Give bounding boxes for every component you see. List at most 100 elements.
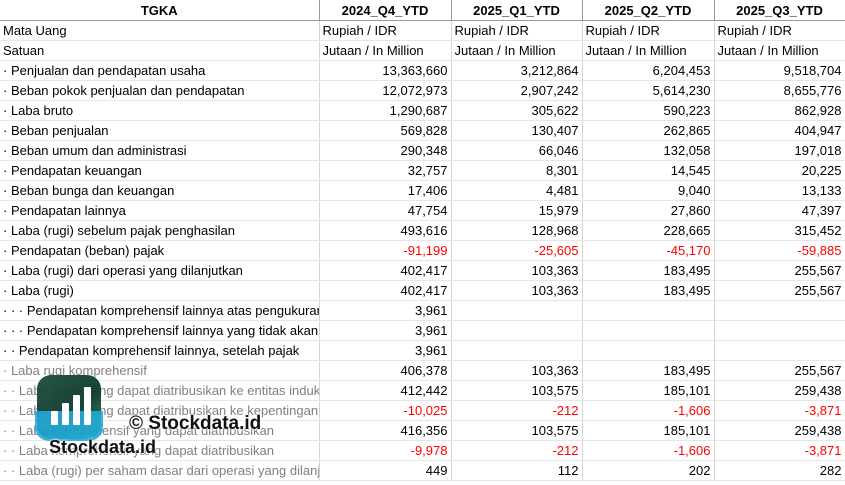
cell-value: 20,225 [714,160,845,181]
row-label: · Laba (rugi) sebelum pajak penghasilan [0,220,320,241]
cell-value: 228,665 [582,220,715,241]
cell-value: 103,363 [451,280,583,301]
cell-value: Rupiah / IDR [319,20,452,41]
table-row: · · Laba komprehensif yang dapat diatrib… [0,420,845,441]
cell-value: 47,397 [714,200,845,221]
cell-value: 3,961 [319,300,452,321]
header-period: 2025_Q3_YTD [714,0,845,21]
cell-value: 259,438 [714,380,845,401]
header-row: TGKA 2024_Q4_YTD 2025_Q1_YTD 2025_Q2_YTD… [0,0,845,21]
cell-value: Jutaan / In Million [582,40,715,61]
row-label: · · Laba (rugi) yang dapat diatribusikan… [0,380,320,401]
cell-value: 128,968 [451,220,583,241]
cell-value: 290,348 [319,140,452,161]
cell-value: 130,407 [451,120,583,141]
table-row: · Penjualan dan pendapatan usaha 13,363,6… [0,60,845,81]
cell-value: -10,025 [319,400,452,421]
table-row: · Pendapatan lainnya 47,754 15,979 27,860 47… [0,200,845,221]
table-row: · Laba (rugi) sebelum pajak penghasilan 4… [0,220,845,241]
cell-value: 103,575 [451,380,583,401]
cell-value: -1,606 [582,440,715,461]
cell-value: 259,438 [714,420,845,441]
row-label: · Pendapatan (beban) pajak [0,240,320,261]
cell-value: 185,101 [582,420,715,441]
cell-value [451,320,583,341]
cell-value: 255,567 [714,360,845,381]
cell-value: 17,406 [319,180,452,201]
cell-value: Jutaan / In Million [319,40,452,61]
row-label: · Pendapatan keuangan [0,160,320,181]
cell-value: -3,871 [714,440,845,461]
cell-value: 4,481 [451,180,583,201]
row-label: · Penjualan dan pendapatan usaha [0,60,320,81]
header-period: 2025_Q1_YTD [451,0,583,21]
cell-value: 66,046 [451,140,583,161]
cell-value: 103,363 [451,260,583,281]
cell-value: -91,199 [319,240,452,261]
cell-value: 15,979 [451,200,583,221]
cell-value [714,340,845,361]
cell-value: 202 [582,460,715,481]
row-label: · Beban bunga dan keuangan [0,180,320,201]
row-label: · Beban umum dan administrasi [0,140,320,161]
cell-value: 32,757 [319,160,452,181]
cell-value: 103,575 [451,420,583,441]
cell-value: -212 [451,440,583,461]
table-row: · · Pendapatan komprehensif lainnya, set… [0,340,845,361]
cell-value: 3,212,864 [451,60,583,81]
cell-value: Jutaan / In Million [451,40,583,61]
row-label: · · · Pendapatan komprehensif lainnya at… [0,300,320,321]
row-label: · Pendapatan lainnya [0,200,320,221]
header-period: 2025_Q2_YTD [582,0,715,21]
table-row: · · Laba (rugi) per saham dasar dari ope… [0,460,845,481]
table-row: · · Laba (rugi) yang dapat diatribusikan… [0,380,845,401]
row-label: · · Laba komprehensif yang dapat diatrib… [0,440,320,461]
cell-value: Jutaan / In Million [714,40,845,61]
cell-value: Rupiah / IDR [582,20,715,41]
cell-value: 406,378 [319,360,452,381]
cell-value: 12,072,973 [319,80,452,101]
cell-value: -1,606 [582,400,715,421]
cell-value: 3,961 [319,340,452,361]
table-row: · Laba (rugi) dari operasi yang dilanjut… [0,260,845,281]
table-row: · Beban bunga dan keuangan 17,406 4,481 9,0… [0,180,845,201]
cell-value [714,300,845,321]
row-label: · Laba rugi komprehensif [0,360,320,381]
cell-value [714,320,845,341]
cell-value: 262,865 [582,120,715,141]
cell-value: 27,860 [582,200,715,221]
table-row: · Beban umum dan administrasi 290,348 66,0… [0,140,845,161]
cell-value: 14,545 [582,160,715,181]
cell-value [451,300,583,321]
cell-value [582,340,715,361]
cell-value: 183,495 [582,280,715,301]
row-label: Mata Uang [0,20,320,41]
cell-value: 13,133 [714,180,845,201]
row-label: · Laba (rugi) [0,280,320,301]
cell-value: Rupiah / IDR [451,20,583,41]
cell-value: Rupiah / IDR [714,20,845,41]
table-row: · Laba rugi komprehensif 406,378 103,363 18… [0,360,845,381]
table-row: · · Laba komprehensif yang dapat diatrib… [0,440,845,461]
cell-value: -212 [451,400,583,421]
cell-value: 402,417 [319,260,452,281]
row-label: · · Laba komprehensif yang dapat diatrib… [0,420,320,441]
cell-value: 255,567 [714,260,845,281]
row-label: · Beban pokok penjualan dan pendapatan [0,80,320,101]
row-label: · Beban penjualan [0,120,320,141]
header-period: 2024_Q4_YTD [319,0,452,21]
cell-value: 1,290,687 [319,100,452,121]
cell-value: 416,356 [319,420,452,441]
cell-value: 103,363 [451,360,583,381]
cell-value: 47,754 [319,200,452,221]
cell-value: 6,204,453 [582,60,715,81]
cell-value: -25,605 [451,240,583,261]
row-label: · Laba (rugi) dari operasi yang dilanjut… [0,260,320,281]
cell-value: 862,928 [714,100,845,121]
cell-value: 112 [451,460,583,481]
meta-row: Mata Uang Rupiah / IDR Rupiah / IDR Rupiah … [0,20,845,41]
row-label: Satuan [0,40,320,61]
cell-value: 315,452 [714,220,845,241]
table-row: · Pendapatan keuangan 32,757 8,301 14,545 20… [0,160,845,181]
row-label: · · Pendapatan komprehensif lainnya, set… [0,340,320,361]
